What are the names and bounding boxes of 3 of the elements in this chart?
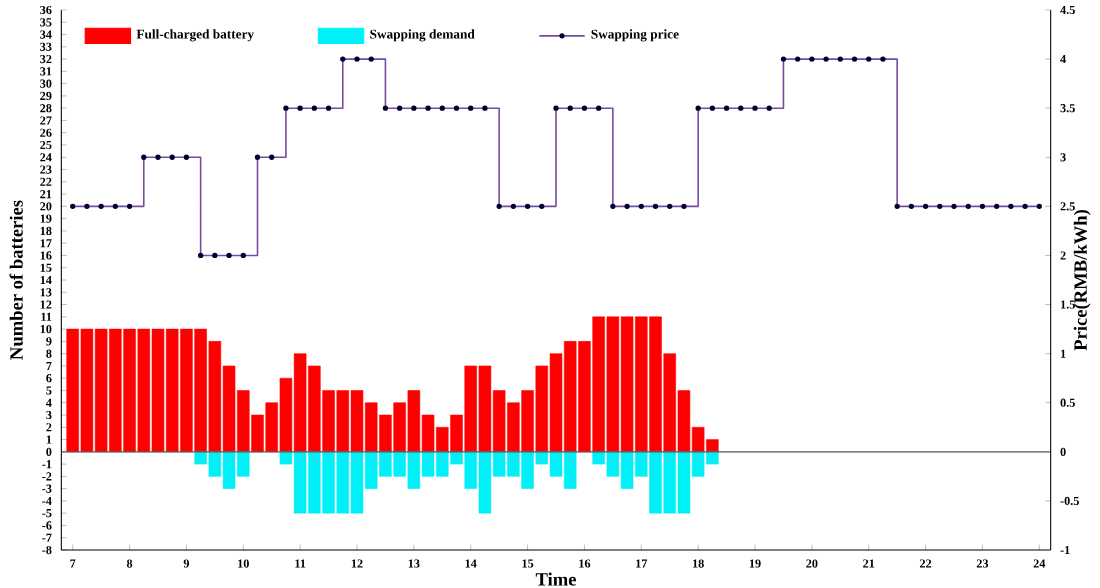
y2-axis-title: Price(RMB/kWh) [1073, 210, 1091, 351]
x-axis-title: Time [535, 572, 576, 586]
y-axis-title: Number of batteries [9, 200, 23, 360]
